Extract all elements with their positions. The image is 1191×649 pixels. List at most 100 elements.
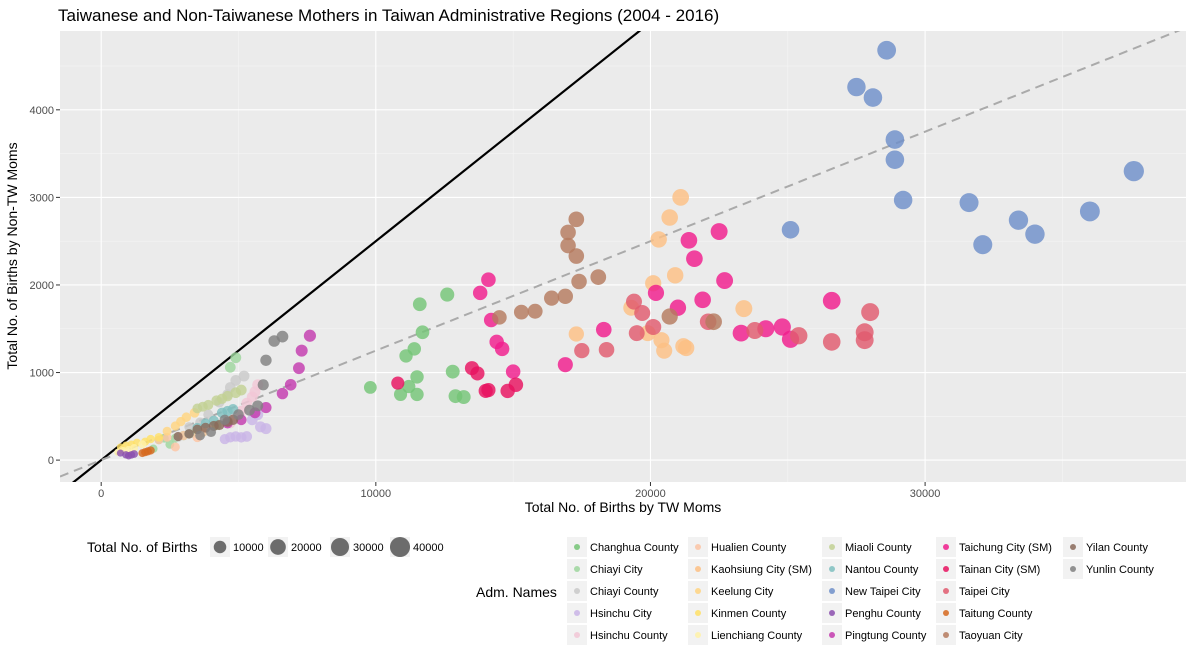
point-new-taipei-city [1025, 224, 1045, 244]
color-legend-label: Changhua County [590, 542, 679, 554]
point-kaohsiung-city-sm [677, 339, 695, 357]
grid-lines [60, 31, 1186, 482]
size-legend-label: 40000 [413, 542, 444, 554]
color-legend-label: Taipei City [959, 586, 1010, 598]
point-changhua-county [415, 325, 430, 340]
point-taipei-city [861, 303, 880, 322]
point-new-taipei-city [1079, 201, 1100, 222]
point-pingtung-county [284, 378, 297, 391]
color-legend-label: Yunlin County [1086, 564, 1154, 576]
point-taichung-city-sm [595, 321, 612, 338]
color-legend-title: Adm. Names [476, 584, 557, 600]
point-changhua-county [445, 364, 460, 379]
point-changhua-county [407, 342, 422, 356]
color-legend-label: Lienchiang County [711, 630, 803, 642]
point-taichung-city-sm [773, 318, 791, 336]
color-legend-dot [943, 588, 949, 594]
x-axis-ticks: 0 10000 20000 30000 [98, 482, 940, 500]
point-changhua-county [410, 387, 424, 402]
color-legend-dot [574, 632, 580, 638]
point-yunlin-county [257, 379, 269, 391]
point-pingtung-county [276, 387, 289, 400]
point-yunlin-county [233, 409, 244, 420]
point-penghu-county [130, 450, 138, 458]
point-taoyuan-city [590, 269, 607, 285]
color-legend-label: Tainan City (SM) [959, 564, 1040, 576]
point-yunlin-county [206, 427, 217, 438]
point-new-taipei-city [973, 235, 993, 255]
color-legend-label: Hsinchu City [590, 608, 652, 620]
point-yunlin-county [252, 400, 264, 412]
size-legend-dot [330, 537, 350, 557]
point-taichung-city-sm [494, 341, 510, 357]
point-changhua-county [393, 387, 408, 401]
point-kaohsiung-city-sm [650, 231, 667, 248]
point-taoyuan-city [527, 303, 543, 319]
color-legend-dot [695, 610, 701, 616]
point-hsinchu-city [241, 431, 253, 442]
point-kaohsiung-city-sm [672, 189, 690, 206]
point-yunlin-county [219, 414, 230, 425]
point-chiayi-city [230, 352, 242, 364]
point-taipei-city [855, 331, 874, 350]
point-changhua-county [412, 297, 427, 312]
point-keelung-city [162, 426, 172, 436]
color-legend-label: Kinmen County [711, 608, 787, 620]
point-taoyuan-city [705, 313, 722, 331]
color-legend-dot [829, 544, 835, 550]
y-tick-label: 3000 [30, 192, 54, 204]
point-taipei-city [822, 333, 841, 351]
color-legend-dot [1070, 544, 1076, 550]
color-legend-label: Kaohsiung City (SM) [711, 564, 812, 576]
point-new-taipei-city [885, 150, 905, 170]
point-changhua-county [410, 370, 424, 384]
color-legend-dot [695, 632, 701, 638]
point-kaohsiung-city-sm [661, 209, 678, 226]
point-lienchiang-county [130, 443, 139, 452]
size-legend: Total No. of Births 10000 20000 30000 40000 [87, 536, 444, 558]
point-taoyuan-city [560, 224, 576, 241]
point-hualien-county [170, 442, 180, 452]
color-legend-dot [695, 566, 701, 572]
point-new-taipei-city [877, 40, 897, 60]
point-taipei-city [574, 342, 590, 359]
point-new-taipei-city [885, 130, 905, 149]
point-taipei-city [625, 293, 642, 310]
color-legend-dot [574, 588, 580, 594]
point-taichung-city-sm [505, 364, 521, 379]
point-taichung-city-sm [694, 291, 711, 309]
color-legend-label: Keelung City [711, 586, 774, 598]
color-legend-dot [943, 566, 949, 572]
point-taipei-city [746, 322, 764, 339]
point-miaoli-county [235, 384, 247, 396]
point-new-taipei-city [781, 221, 800, 239]
point-taoyuan-city [661, 308, 678, 325]
color-legend-label: New Taipei City [845, 586, 921, 598]
color-legend-dot [574, 544, 580, 550]
color-legend-dot [829, 632, 835, 638]
point-chiayi-county [184, 422, 194, 432]
x-tick-label: 20000 [635, 488, 666, 500]
point-hsinchu-city [260, 423, 272, 435]
size-legend-label: 10000 [233, 542, 264, 554]
point-yilan-county [173, 431, 183, 442]
color-legend-label: Taoyuan City [959, 630, 1023, 642]
color-legend-dot [1070, 566, 1076, 572]
color-legend-dot [695, 544, 701, 550]
point-taichung-city-sm [557, 357, 573, 373]
point-taoyuan-city [492, 310, 507, 325]
point-yunlin-county [260, 354, 272, 366]
point-new-taipei-city [959, 193, 979, 213]
color-legend-dot [829, 588, 835, 594]
reference-line-solid [71, 31, 642, 482]
point-miaoli-county [203, 399, 214, 410]
point-taichung-city-sm [686, 250, 703, 268]
color-legend-label: Penghu County [845, 608, 921, 620]
color-legend-label: Chiayi City [590, 564, 643, 576]
point-tainan-city-sm [391, 376, 405, 390]
point-tainan-city-sm [470, 366, 485, 381]
y-tick-label: 2000 [30, 280, 54, 292]
point-taichung-city-sm [822, 291, 841, 310]
color-legend-dot [943, 632, 949, 638]
